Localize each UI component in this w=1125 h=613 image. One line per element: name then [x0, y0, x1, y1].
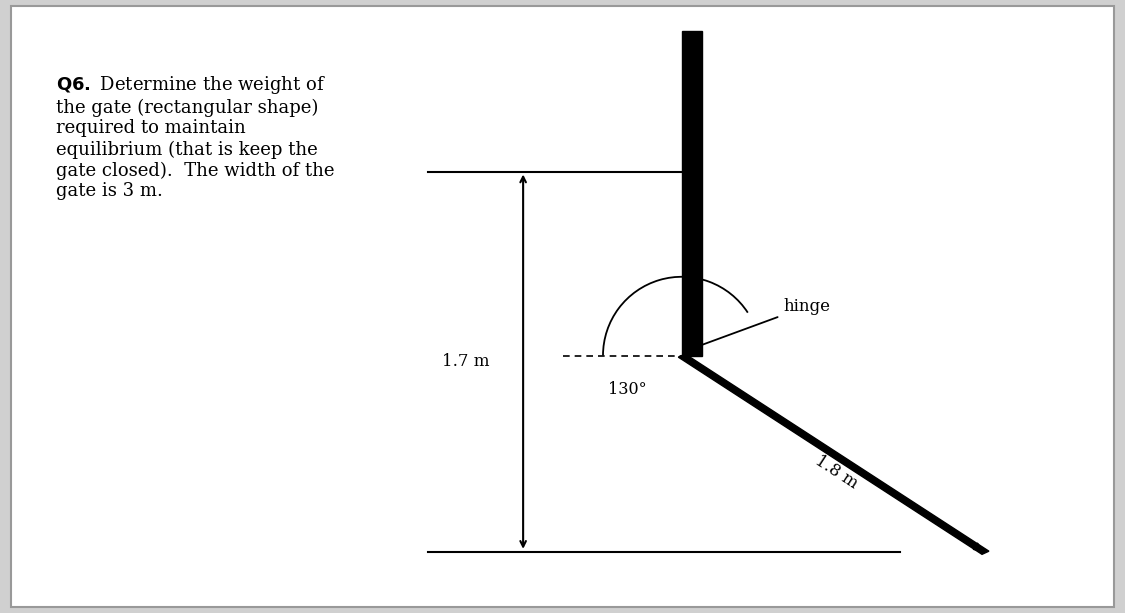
Text: 130°: 130° [609, 381, 647, 398]
Polygon shape [678, 354, 989, 554]
Text: 1.8 m: 1.8 m [811, 452, 861, 492]
Text: $\mathbf{Q6.}$ Determine the weight of
the gate (rectangular shape)
required to : $\mathbf{Q6.}$ Determine the weight of t… [56, 74, 335, 200]
Bar [682, 31, 702, 356]
Text: 1.7 m: 1.7 m [442, 353, 489, 370]
Text: hinge: hinge [691, 298, 830, 349]
